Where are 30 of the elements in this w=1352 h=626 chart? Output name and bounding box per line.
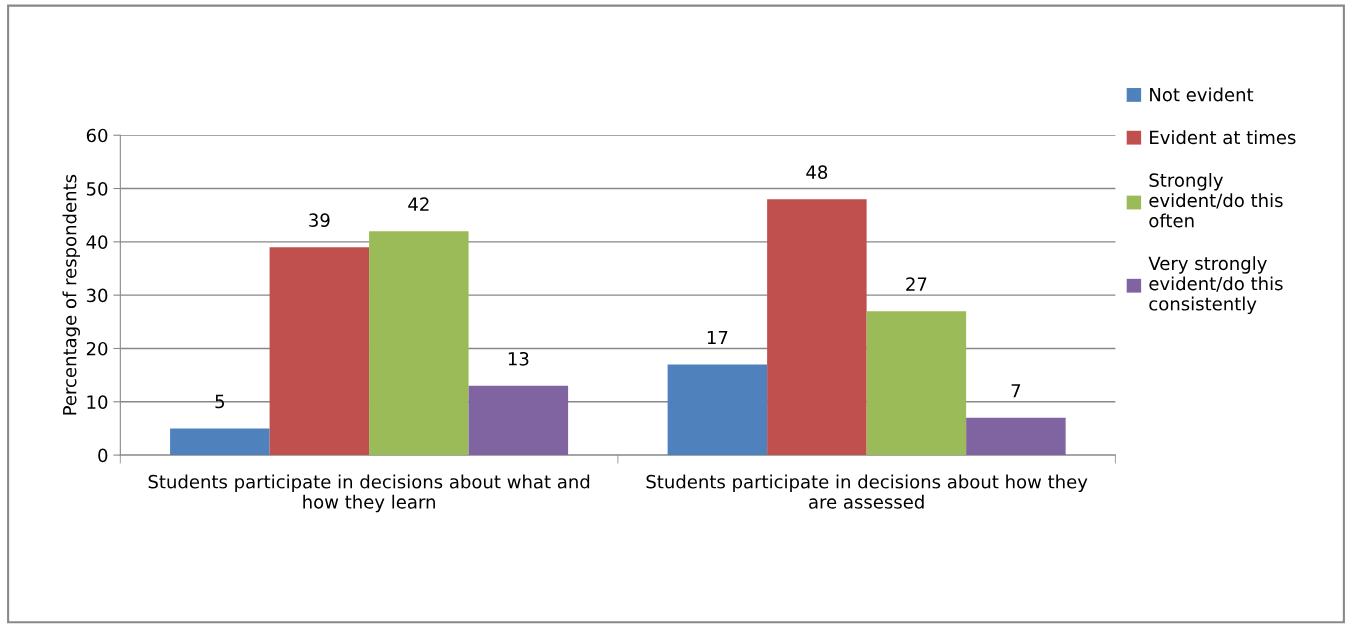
y-tick-label: 10	[87, 395, 108, 409]
data-label: 39	[309, 213, 330, 228]
y-tick-label: 0	[98, 448, 108, 463]
bar	[170, 428, 270, 456]
y-tick-label: 60	[86, 128, 108, 143]
bar	[269, 247, 370, 456]
legend-label: Evident at times	[1150, 130, 1296, 145]
bar	[667, 364, 768, 456]
bar	[866, 311, 967, 456]
data-label: 5	[215, 394, 224, 409]
bar	[468, 385, 569, 456]
y-tick-label: 30	[86, 288, 108, 303]
legend-label: Strongly evident/do this often	[1149, 172, 1283, 228]
data-label: 27	[906, 277, 927, 291]
x-tick-label: Students participate in decisions about what and how they learn	[148, 474, 590, 513]
data-label: 17	[707, 330, 728, 345]
y-tick-label: 20	[86, 341, 108, 356]
bar	[966, 417, 1066, 456]
legend-label: Very strongly evident/do this consistently	[1148, 256, 1283, 315]
legend-label: Not evident	[1150, 87, 1254, 102]
data-label: 13	[508, 351, 529, 366]
bar	[767, 199, 867, 456]
data-label: 48	[806, 165, 828, 180]
y-tick-label: 50	[86, 181, 108, 196]
data-label: 7	[1011, 384, 1021, 398]
bar	[369, 231, 469, 456]
y-tick-label: 40	[86, 235, 108, 249]
x-tick-label: Students participate in decisions about how they are assessed	[646, 474, 1088, 509]
data-label: 42	[408, 197, 429, 211]
y-axis-title: Percentage of respondents	[62, 174, 80, 415]
